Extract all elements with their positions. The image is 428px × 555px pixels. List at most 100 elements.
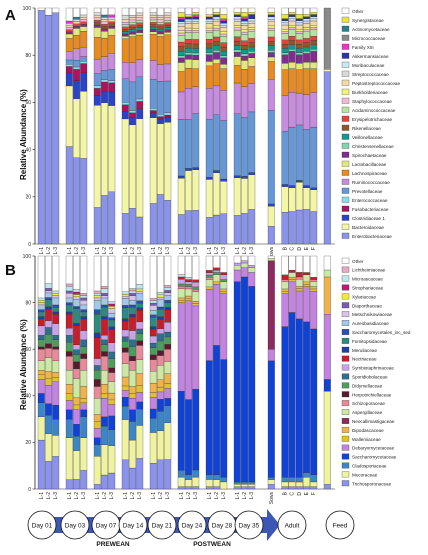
panel-a-bar-segment-prevotellaceae	[233, 113, 241, 176]
panel-a-bar-segment-akkermansiaceae	[310, 14, 318, 17]
panel-a-bar-segment-enterococcaceae	[108, 80, 116, 84]
panel-b-category-label: Sows	[269, 492, 275, 505]
panel-a-bar-segment-enterococcaceae	[121, 102, 129, 105]
panel-b-bar-segment-cladosporiaceae	[241, 481, 248, 485]
panel-b-bar-segment-didymellaceae	[157, 340, 164, 351]
panel-b-bar-segment-other	[65, 255, 73, 285]
panel-a-bar-segment-bacteroidaceae	[73, 98, 80, 158]
panel-b-bar-segment-debaryomycetaceae	[233, 269, 241, 282]
panel-a-bar-segment-lachnospiraceae	[205, 65, 213, 89]
panel-a-bar-segment-staphylococcaceae	[80, 19, 88, 23]
panel-b-bar-segment-strophariaceae	[108, 303, 116, 307]
panel-a-bar-segment-erysipelotrichaceae	[213, 36, 220, 42]
panel-a-bar-segment-erysipelotrichaceae	[310, 36, 318, 41]
panel-a-bar-segment-staphylococcaceae	[233, 27, 241, 31]
panel-b-bar-segment-wallemiaceae	[205, 286, 213, 290]
panel-a-legend-swatch	[341, 88, 350, 95]
panel-b-bar-segment-other	[101, 255, 108, 287]
panel-b-bar-segment-dipodascaceae	[177, 297, 185, 301]
panel-a-bar-segment-lachnospiraceae	[80, 31, 88, 48]
panel-b-bar-segment-saccharomycetaceae	[65, 409, 73, 420]
panel-a-bar-segment-ruminococcaceae	[241, 86, 248, 118]
panel-b-legend-label: Herpotrichiellaceae	[352, 392, 392, 397]
panel-a-bar-segment-erysipelotrichaceae	[101, 24, 108, 27]
panel-a-bar-segment-streptococcaceae	[295, 22, 303, 26]
panel-a-bar-segment-clostridiaceae-1	[101, 91, 108, 103]
panel-a-bar-segment-burkholderiaceae	[310, 25, 318, 28]
panel-a-legend-swatch	[341, 34, 350, 41]
panel-a-bar-segment-acidaminococcaceae	[220, 36, 228, 43]
panel-b-bar-segment-saccharomycetaceae	[220, 359, 228, 478]
panel-a-bar-segment-prevotellaceae	[303, 129, 310, 186]
panel-b-legend-swatch	[341, 355, 350, 362]
panel-b-bar-segment-trichosporonaceae	[164, 459, 172, 490]
panel-a-bar-segment-veillonellaceae	[157, 29, 164, 32]
panel-b-bar-segment-other	[93, 255, 101, 292]
panel-a-bar-segment-ruminococcaceae	[164, 63, 172, 82]
panel-b-bar-segment-fomitopsidaceae	[157, 309, 164, 317]
panel-a-bar-segment-clostridiaceae-1	[121, 111, 129, 120]
panel-a-legend-label: Staphylococcaceae	[352, 99, 392, 104]
panel-b-bar-segment-nectriaceae	[52, 314, 60, 324]
panel-a-bar-segment-prevotellaceae	[157, 81, 164, 115]
panel-a-bar-segment-enterobacteriaceae	[310, 211, 318, 245]
panel-b-category-label: L-3	[221, 492, 227, 499]
panel-a-bar-segment-peptostreptococcaceae	[220, 27, 228, 32]
panel-a-bar-segment-ruminococcaceae	[281, 95, 289, 132]
panel-b-bar-segment-aspergillaceae	[164, 361, 172, 374]
panel-b-bar-segment-symbiotaphrinaceae	[121, 329, 129, 337]
panel-a-legend-label: Christensenellaceae	[352, 144, 394, 149]
panel-b-bar-segment-lichtheimiaceae	[101, 286, 108, 289]
panel-b-bar-segment-other	[177, 255, 185, 275]
panel-a-legend-swatch	[341, 106, 350, 113]
panel-b-bar-segment-wallemiaceae	[213, 281, 220, 285]
panel-b-legend-swatch	[341, 462, 350, 469]
panel-b-bar-segment-aspergillaceae	[65, 370, 73, 385]
panel-a-bar-segment-other	[295, 7, 303, 15]
panel-b-bar-segment-didymellaceae	[37, 339, 45, 347]
panel-b-bar-segment-saccharomycetaceae	[248, 286, 256, 483]
panel-b-bar-segment-cladosporiaceae	[288, 477, 296, 483]
panel-a-bar-segment-erysipelotrichaceae	[295, 39, 303, 45]
panel-b-bar-segment-meruliaceae	[164, 307, 172, 311]
panel-b-bar-segment-debaryomycetaceae	[149, 397, 157, 410]
panel-a-bar-segment-staphylococcaceae	[248, 29, 256, 32]
panel-b-bar-segment-meruliaceae	[73, 323, 80, 326]
panel-a-bar-segment-veillonellaceae	[185, 47, 192, 53]
panel-a-bar-segment-ruminococcaceae	[295, 92, 303, 126]
panel-b-bar-segment-fomitopsidaceae	[136, 302, 144, 308]
panel-b-bar-segment-herpotrichiellaceae	[52, 346, 60, 350]
panel-b-bar-segment-diaporthaceae	[80, 297, 88, 301]
panel-b-bar-segment-diaporthaceae	[65, 290, 73, 294]
panel-b-bar-segment-microascaceae	[37, 297, 45, 301]
panel-a-bar-segment-streptococcaceae	[248, 20, 256, 24]
panel-a-bar-segment-muribaculaceae	[177, 21, 185, 25]
panel-a-bar-segment-christensenellaceae	[303, 51, 310, 54]
panel-b-bar-segment-lichtheimiaceae	[149, 298, 157, 301]
panel-a-bar-segment-prevotellaceae	[192, 113, 200, 168]
panel-a-bar-segment-lachnospiraceae	[65, 38, 73, 52]
panel-b-legend-label: Aureobasidiaceae	[352, 321, 389, 326]
panel-a-bar-segment-acidaminococcaceae	[241, 34, 248, 41]
panel-a-bar-segment-other	[93, 7, 101, 13]
panel-a-bar-segment-enterococcaceae	[93, 85, 101, 89]
panel-a-legend-label: Fusobacteriaceae	[352, 207, 389, 212]
panel-a-bar-segment-streptococcaceae	[205, 21, 213, 24]
panel-a-bar-segment-rikenellaceae	[303, 42, 310, 48]
panel-b-bar-segment-trichosporonaceae	[192, 486, 200, 490]
panel-a-bar-segment-other	[73, 7, 80, 18]
panel-b-bar-segment-trichosporonaceae	[45, 461, 52, 490]
panel-b-bar-segment-trichosporonaceae	[37, 439, 45, 490]
panel-a-bar-segment-bacteroidaceae	[248, 174, 256, 210]
panel-a-bar-segment-lactobacillaceae	[241, 60, 248, 70]
panel-b-bar-segment-dipodascaceae	[323, 276, 331, 315]
panel-b-bar-segment-nectriaceae	[93, 337, 101, 359]
panel-a-bar-segment-other	[185, 7, 192, 15]
panel-a-bar-segment-clostridiaceae-1	[192, 167, 200, 170]
panel-a-bar-segment-ruminococcaceae	[129, 62, 136, 83]
panel-a-category-label: L-3	[53, 247, 59, 254]
panel-b-legend-label: Nectriaceae	[352, 357, 377, 362]
panel-b-bar-segment-schizoporaceae	[108, 372, 116, 382]
panel-a-category-label: L-2	[46, 247, 52, 254]
panel-a-bar-segment-muribaculaceae	[185, 19, 192, 22]
